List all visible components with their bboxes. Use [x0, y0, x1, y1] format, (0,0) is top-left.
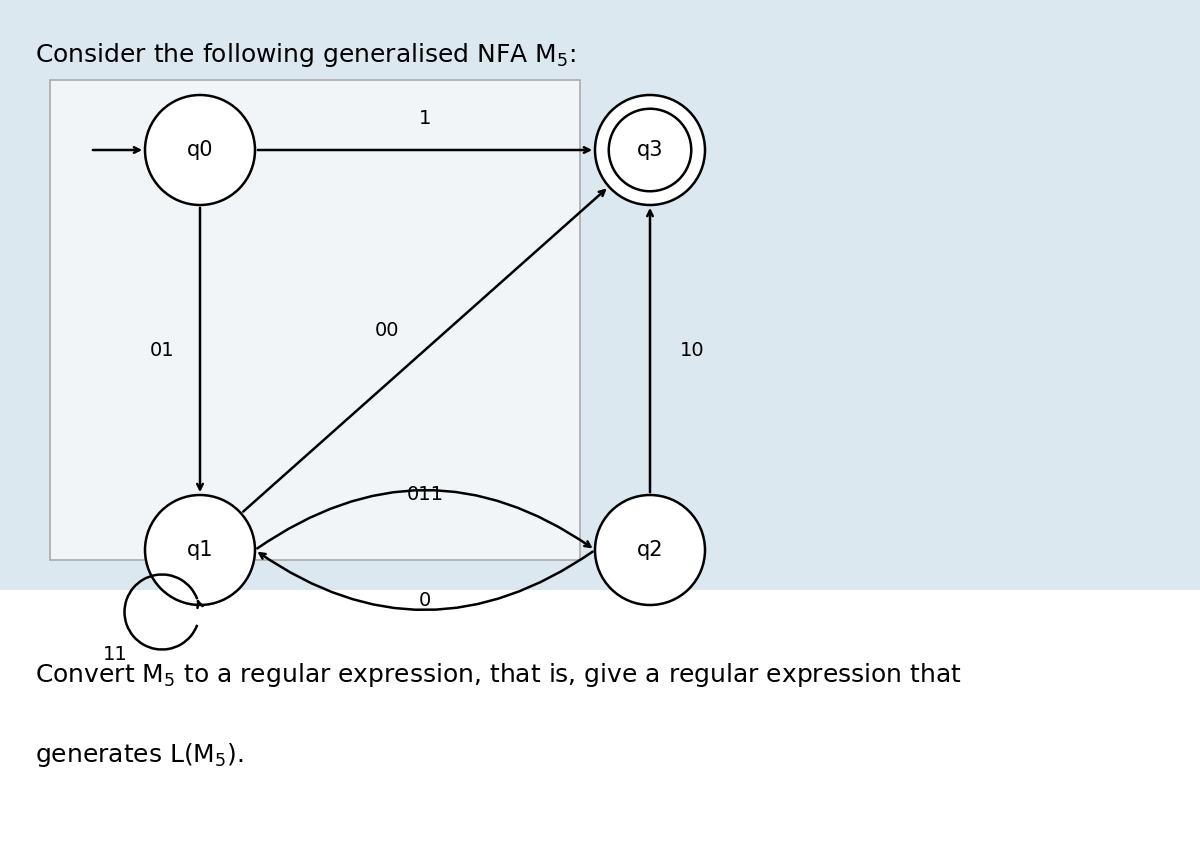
Text: 11: 11	[103, 645, 127, 665]
Text: q2: q2	[637, 540, 664, 560]
Text: generates L(M$_5$).: generates L(M$_5$).	[35, 741, 244, 769]
Circle shape	[145, 95, 256, 205]
Text: 10: 10	[679, 341, 704, 360]
Text: q3: q3	[637, 140, 664, 160]
FancyBboxPatch shape	[50, 80, 580, 560]
Text: 011: 011	[407, 485, 444, 505]
Text: 0: 0	[419, 591, 431, 609]
FancyBboxPatch shape	[0, 10, 1200, 590]
Text: 01: 01	[150, 341, 174, 360]
Polygon shape	[0, 590, 1200, 850]
Text: Convert M$_5$ to a regular expression, that is, give a regular expression that: Convert M$_5$ to a regular expression, t…	[35, 661, 962, 689]
Circle shape	[145, 495, 256, 605]
Text: 1: 1	[419, 109, 431, 127]
Circle shape	[595, 495, 706, 605]
Text: q1: q1	[187, 540, 214, 560]
Text: 00: 00	[374, 320, 400, 339]
Text: q0: q0	[187, 140, 214, 160]
Circle shape	[595, 95, 706, 205]
Text: Consider the following generalised NFA M$_5$:: Consider the following generalised NFA M…	[35, 41, 576, 69]
